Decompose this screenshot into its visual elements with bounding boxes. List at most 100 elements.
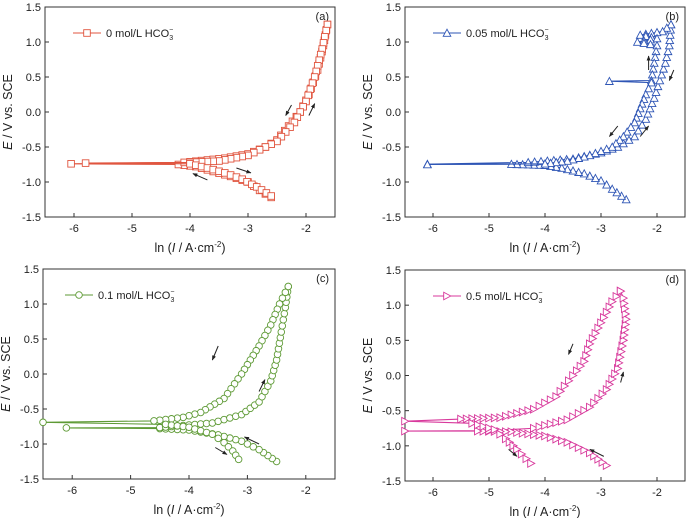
x-tick-label: -3 <box>596 223 606 235</box>
triangle-marker <box>602 180 612 189</box>
y-tick-label: -0.5 <box>382 406 401 418</box>
series-1 <box>422 19 676 169</box>
triangle-marker <box>479 421 489 432</box>
triangle-marker <box>646 77 656 87</box>
y-axis-label-part: E <box>361 141 375 150</box>
x-tick-label: -6 <box>69 223 79 235</box>
triangle-marker <box>468 418 477 428</box>
panel-a: -6 -5 -4 -3 -2 -1.5 -1.0 -0.5 0.0 0.5 1.0 1.5 ln (I … <box>1 2 336 255</box>
legend-label: 0.1 mol/L HCO− 3 <box>98 289 174 304</box>
x-axis-label-part: ln ( <box>154 241 172 255</box>
triangle-marker <box>605 302 615 312</box>
y-tick-label: -1.0 <box>382 177 401 189</box>
y-tick-label: -0.5 <box>382 142 401 154</box>
series-line <box>404 290 622 464</box>
y-tick-label: 1.5 <box>26 2 41 14</box>
triangle-marker <box>569 412 578 422</box>
x-tick-label: -6 <box>67 485 77 497</box>
scan-direction-arrow <box>215 447 228 455</box>
y-axis-label-part: E <box>1 141 15 150</box>
series-1 <box>39 282 293 464</box>
triangle-marker <box>590 451 599 461</box>
triangle-marker <box>662 23 672 32</box>
triangle-marker <box>551 157 561 167</box>
circle-marker <box>280 309 289 318</box>
panel-b: -6 -5 -4 -3 -2 -1.5 -1.0 -0.5 0.0 0.5 1.0 1.5 ln (I … <box>361 2 686 255</box>
triangle-marker <box>665 30 675 39</box>
y-tick-label: 0.0 <box>26 107 41 119</box>
triangle-marker <box>645 103 655 113</box>
scan-direction-arrow <box>192 173 208 181</box>
x-axis-label: ln (I / A·cm-2) <box>153 502 224 517</box>
y-tick-label: 0.5 <box>26 72 41 84</box>
scan-direction-arrow <box>668 69 675 81</box>
triangle-marker <box>658 64 669 73</box>
triangle-marker <box>591 328 601 338</box>
triangle-marker <box>569 440 578 450</box>
triangle-marker <box>541 420 550 430</box>
triangle-marker <box>647 98 657 108</box>
circle-marker <box>249 443 257 451</box>
triangle-marker <box>585 171 595 180</box>
x-tick-label: -4 <box>540 487 550 499</box>
triangle-marker <box>507 410 517 420</box>
triangle-marker <box>540 159 550 168</box>
triangle-marker <box>641 114 651 123</box>
triangle-marker <box>558 416 567 426</box>
panel-label: (a) <box>316 11 329 23</box>
triangle-marker <box>616 286 626 296</box>
triangle-marker <box>485 423 494 433</box>
triangle-marker <box>443 291 452 301</box>
triangle-marker <box>649 93 659 102</box>
series-1 <box>401 286 626 468</box>
legend-label: 0 mol/L HCO− 3 <box>106 27 173 42</box>
x-axis-label-part: ln ( <box>509 505 527 518</box>
x-tick-label: -3 <box>243 485 253 497</box>
triangle-marker <box>518 407 528 417</box>
triangle-marker <box>585 150 595 160</box>
triangle-marker <box>582 351 591 361</box>
triangle-marker <box>632 37 642 46</box>
plot-frame <box>42 268 336 480</box>
triangle-marker <box>630 117 640 127</box>
triangle-marker <box>422 159 432 169</box>
legend-superscript: − <box>538 290 542 297</box>
scan-direction-arrow <box>508 448 518 457</box>
triangle-marker <box>474 420 483 430</box>
triangle-marker <box>658 26 668 36</box>
y-axis-label-part: E <box>361 404 375 413</box>
triangle-marker <box>530 404 539 414</box>
triangle-marker <box>584 345 593 355</box>
triangle-marker <box>401 416 410 426</box>
triangle-marker <box>474 426 483 436</box>
circle-marker <box>39 418 47 427</box>
x-tick-label: -4 <box>185 223 195 235</box>
scan-direction-arrow <box>285 104 292 116</box>
triangle-marker <box>597 318 606 328</box>
triangle-marker <box>541 398 550 408</box>
y-tick-label: 1.5 <box>386 265 401 277</box>
circle-marker <box>75 291 83 299</box>
triangle-marker <box>568 154 578 164</box>
series-1 <box>81 20 332 200</box>
y-axis-label-part: / V vs. SCE <box>361 74 375 141</box>
square-marker <box>306 85 315 93</box>
legend-subscript: 3 <box>170 297 174 304</box>
legend-text: 0.1 mol/L HCO <box>98 290 171 302</box>
square-marker <box>323 20 332 29</box>
x-axis-label-part: ) <box>576 241 580 255</box>
y-tick-label: -1.5 <box>382 212 401 224</box>
triangle-marker <box>588 334 598 344</box>
triangle-marker <box>546 395 556 405</box>
square-marker <box>286 123 294 131</box>
series-line <box>42 286 289 460</box>
triangle-marker <box>600 312 609 323</box>
circle-marker <box>281 288 290 297</box>
triangle-marker <box>664 40 674 50</box>
y-tick-label: -0.5 <box>22 142 41 154</box>
triangle-marker <box>594 323 603 333</box>
triangle-marker <box>574 408 584 419</box>
triangle-marker <box>535 401 545 411</box>
x-axis-label-part: / A·cm <box>175 241 214 255</box>
scan-direction-arrow <box>639 125 649 137</box>
